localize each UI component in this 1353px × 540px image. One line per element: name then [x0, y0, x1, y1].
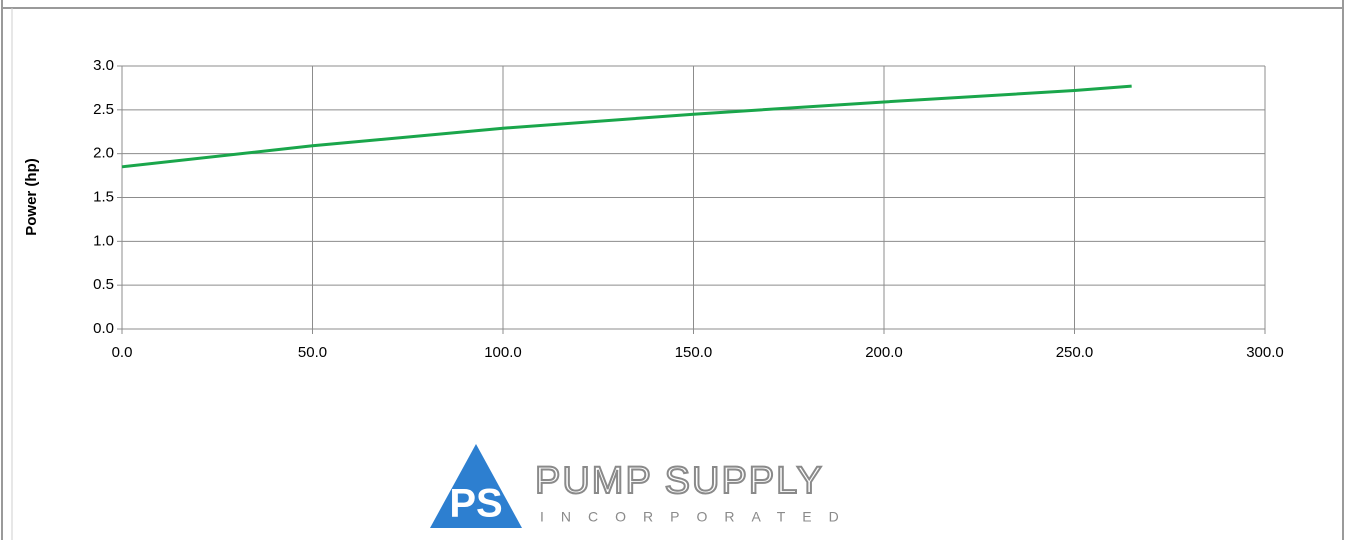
- y-tick-label: 0.5: [93, 276, 114, 293]
- x-tick-label: 300.0: [1246, 344, 1284, 361]
- y-tick-label: 3.0: [93, 57, 114, 74]
- logo-tagline: INCORPORATED: [540, 509, 856, 525]
- logo-initials: PS: [449, 482, 502, 526]
- y-tick-label: 0.0: [93, 320, 114, 337]
- x-tick-label: 200.0: [865, 344, 903, 361]
- logo-name: PUMP SUPPLY: [535, 460, 824, 502]
- y-tick-label: 1.0: [93, 232, 114, 249]
- x-tick-label: 150.0: [675, 344, 713, 361]
- y-tick-label: 1.5: [93, 188, 114, 205]
- x-tick-label: 100.0: [484, 344, 522, 361]
- x-tick-label: 250.0: [1056, 344, 1094, 361]
- logo-triangle: [430, 444, 522, 528]
- y-axis-label: Power (hp): [23, 158, 40, 236]
- x-tick-label: 0.0: [112, 344, 133, 361]
- x-tick-label: 50.0: [298, 344, 327, 361]
- data-line: [121, 84, 1132, 169]
- logo: PS PUMP SUPPLY INCORPORATED: [430, 444, 856, 528]
- y-tick-label: 2.5: [93, 101, 114, 118]
- y-tick-label: 2.0: [93, 145, 114, 162]
